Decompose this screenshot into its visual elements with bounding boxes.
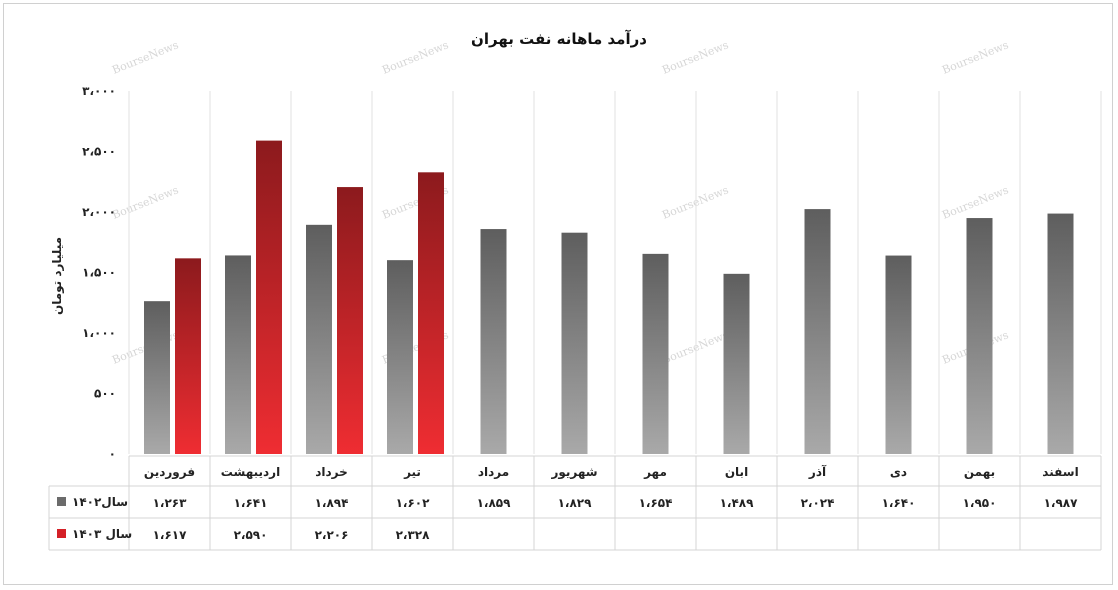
data-label: ۱،۶۵۴ xyxy=(639,496,673,510)
watermark-text: BourseNews xyxy=(940,183,1010,222)
bar-1403 xyxy=(418,172,444,454)
y-axis-ticks: ۰ ۵۰۰ ۱،۰۰۰ ۱،۵۰۰ ۲،۰۰۰ ۲،۵۰۰ ۳،۰۰۰ xyxy=(82,84,116,461)
data-label: ۱،۶۱۷ xyxy=(153,528,188,542)
x-tick-label: بهمن xyxy=(964,465,995,479)
data-label: ۱،۸۹۴ xyxy=(315,496,349,510)
data-label: ۱،۸۲۹ xyxy=(558,496,593,510)
legend-swatch xyxy=(57,529,66,538)
x-tick-label: ابان xyxy=(725,465,748,479)
x-tick-label: اردیبهشت xyxy=(221,465,280,479)
y-tick-label: ۲،۰۰۰ xyxy=(82,205,116,219)
x-tick-label: اسفند xyxy=(1042,465,1078,479)
y-axis-label: میلیارد تومان xyxy=(50,237,65,315)
legend-swatch xyxy=(57,497,66,506)
bar-1402 xyxy=(804,209,831,454)
bar-1402 xyxy=(480,229,507,454)
x-tick-label: مهر xyxy=(643,465,667,479)
data-label: ۱،۶۰۲ xyxy=(396,496,431,510)
data-label: ۱،۸۵۹ xyxy=(477,496,512,510)
legend-label: سال ۱۴۰۳ xyxy=(72,527,132,541)
bar-1402 xyxy=(144,301,170,454)
bar-1402 xyxy=(1047,213,1074,454)
watermark-text: BourseNews xyxy=(660,183,730,222)
x-tick-label: دی xyxy=(890,465,907,479)
y-tick-label: ۲،۵۰۰ xyxy=(82,145,116,159)
watermark-text: BourseNews xyxy=(380,38,450,77)
x-tick-label: آذر xyxy=(808,464,827,479)
bar-chart: BourseNews BourseNews BourseNews BourseNews… xyxy=(48,30,1102,551)
watermark-text: BourseNews xyxy=(660,38,730,77)
watermark-text: BourseNews xyxy=(660,328,730,367)
data-label: ۱،۹۸۷ xyxy=(1044,496,1079,510)
watermark-text: BourseNews xyxy=(110,183,180,222)
watermark-text: BourseNews xyxy=(110,38,180,77)
bar-1402 xyxy=(966,218,993,454)
x-tick-label: فروردین xyxy=(144,465,195,480)
x-tick-label: شهریور xyxy=(550,465,597,480)
bars xyxy=(144,140,1074,455)
bar-1403 xyxy=(256,140,282,455)
data-table: فروردین اردیبهشت خرداد تیر مرداد شهریور مهر ابا… xyxy=(48,455,1102,551)
bar-1402 xyxy=(387,260,413,454)
data-label: ۱،۹۵۰ xyxy=(963,496,997,510)
bar-1403 xyxy=(175,258,201,454)
x-tick-label: خرداد xyxy=(315,465,348,479)
y-tick-label: ۵۰۰ xyxy=(94,387,116,401)
bar-1402 xyxy=(225,255,251,454)
legend-label: سال۱۴۰۲ xyxy=(72,495,128,509)
legend-entry: سال ۱۴۰۳ xyxy=(57,527,132,541)
chart-frame: BourseNews BourseNews BourseNews BourseNews… xyxy=(3,3,1113,585)
data-label: ۲،۳۲۸ xyxy=(396,528,431,542)
data-label: ۱،۲۶۳ xyxy=(153,496,188,510)
watermark-text: BourseNews xyxy=(940,38,1010,77)
bar-1403 xyxy=(337,187,363,454)
y-tick-label: ۱،۵۰۰ xyxy=(82,266,116,280)
data-label: ۱،۴۸۹ xyxy=(720,496,755,510)
y-tick-label: ۱،۰۰۰ xyxy=(82,326,116,340)
x-tick-label: تیر xyxy=(403,465,421,479)
bar-1402 xyxy=(723,273,750,454)
data-label: ۲،۵۹۰ xyxy=(234,528,268,542)
chart-title: درآمد ماهانه نفت بهران xyxy=(471,30,647,48)
data-label: ۲،۰۲۴ xyxy=(801,496,835,510)
data-label: ۲،۲۰۶ xyxy=(315,528,349,542)
legend-entry: سال۱۴۰۲ xyxy=(57,495,128,509)
data-label: ۱،۶۴۰ xyxy=(882,496,916,510)
y-tick-label: ۰ xyxy=(109,447,116,461)
bar-1402 xyxy=(642,253,669,454)
bar-1402 xyxy=(561,232,588,454)
gridlines xyxy=(128,91,1102,454)
bar-1402 xyxy=(885,255,912,454)
bar-1402 xyxy=(306,224,332,454)
y-tick-label: ۳،۰۰۰ xyxy=(82,84,116,98)
data-label: ۱،۶۴۱ xyxy=(234,496,268,510)
x-tick-label: مرداد xyxy=(478,465,509,479)
